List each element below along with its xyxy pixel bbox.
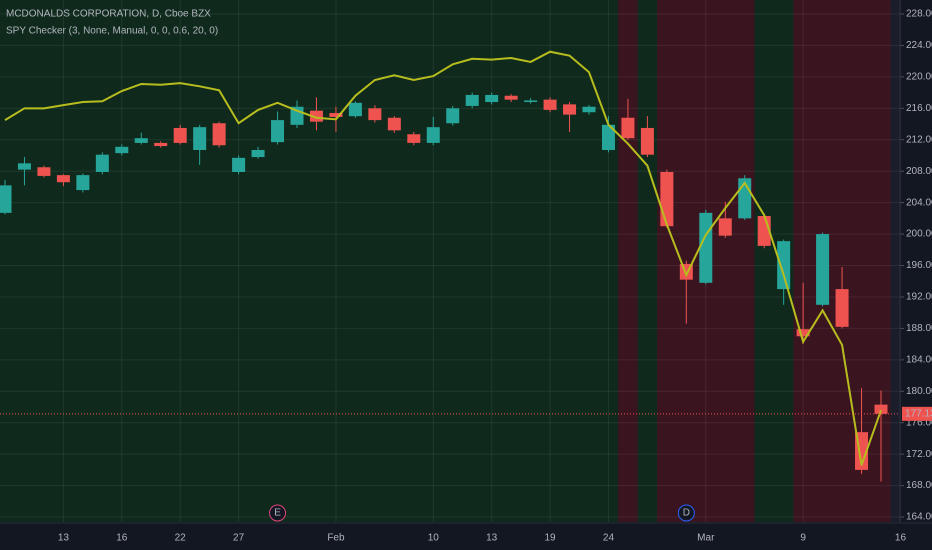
last-price-box [902,406,932,421]
y-tick-label: 192.00 [906,292,932,303]
candle-body [212,123,226,146]
candle-body [0,185,12,213]
candle-body [504,95,518,100]
candle-body [95,154,109,172]
y-tick-label: 172.00 [906,449,932,460]
x-tick-label: 9 [800,533,806,544]
candle-body [309,110,323,122]
x-tick-label: 27 [233,533,245,544]
candle-body [543,99,557,110]
candle-body [816,234,830,305]
y-tick-label: 180.00 [906,386,932,397]
x-tick-label: Mar [697,533,715,544]
candle-body [524,100,538,103]
candle-body [582,106,596,113]
y-tick-label: 208.00 [906,166,932,177]
x-tick-label: 24 [603,533,615,544]
candle-body [835,289,849,327]
candle-body [407,134,421,143]
x-tick-label: 10 [428,533,440,544]
y-tick-label: 212.00 [906,134,932,145]
y-tick-label: 184.00 [906,354,932,365]
x-tick-label: 13 [58,533,70,544]
candle-body [329,113,343,117]
candle-body [601,124,615,150]
candle-body [173,127,187,143]
y-tick-label: 168.00 [906,480,932,491]
candle-body [76,175,90,191]
candle-body [232,157,246,172]
candle-body [796,329,810,337]
candle-body [387,117,401,131]
y-tick-label: 176.00 [906,417,932,428]
candle-body [251,149,265,158]
x-tick-label: 19 [545,533,557,544]
candle-body [777,241,791,290]
y-tick-label: 220.00 [906,72,932,83]
candle-body [368,108,382,121]
candle-body [134,138,148,143]
y-tick-label: 164.00 [906,512,932,523]
candle-body [660,171,674,227]
event-label: E [274,508,281,519]
event-marker [677,504,695,522]
candle-body [485,94,499,103]
x-tick-label: 22 [175,533,187,544]
candle-body [56,175,70,183]
candle-body [621,117,635,139]
x-tick-label: Feb [327,533,345,544]
event-label: D [683,508,690,519]
candle-body [699,212,713,283]
candle-body [874,404,888,414]
candle-body [718,218,732,236]
candle-body [426,127,440,143]
candle-body [17,163,31,170]
candle-body [271,120,285,143]
y-tick-label: 204.00 [906,197,932,208]
y-tick-label: 216.00 [906,103,932,114]
candle-body [154,142,168,147]
indicator-line [4,50,882,466]
candle-body [640,127,654,155]
plot-background [0,0,900,522]
candle-body [563,104,577,115]
plot-future-area [890,0,900,522]
highlight-band [618,0,638,522]
y-tick-label: 224.00 [906,40,932,51]
event-marker [269,504,287,522]
candle-body [446,108,460,124]
candle-body [465,94,479,106]
candle-body [193,127,207,150]
y-tick-label: 200.00 [906,229,932,240]
last-price-label: 177.13 [905,408,932,419]
highlight-band [793,0,891,522]
candle-body [37,167,51,176]
legend-entry: SPY Checker (3, None, Manual, 0, 0, 0.6,… [6,26,218,37]
x-tick-label: 13 [486,533,498,544]
candle-body [348,102,362,117]
y-tick-label: 228.00 [906,9,932,20]
y-tick-label: 188.00 [906,323,932,334]
x-tick-label: 16 [895,533,907,544]
x-tick-label: 16 [116,533,128,544]
candle-body [115,146,129,154]
chart-title: MCDONALDS CORPORATION, D, Cboe BZX [6,9,211,20]
y-tick-label: 196.00 [906,260,932,271]
